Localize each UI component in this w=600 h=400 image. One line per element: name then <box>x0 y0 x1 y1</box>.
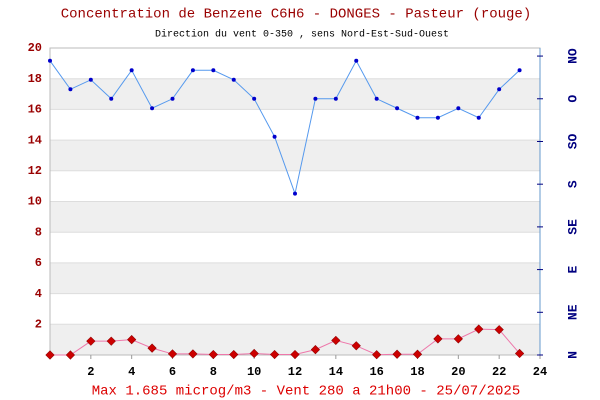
point <box>310 345 321 355</box>
point <box>231 77 236 82</box>
chart-title: Concentration de Benzene C6H6 - DONGES -… <box>61 7 531 23</box>
point <box>68 87 73 92</box>
x-tick-label: 10 <box>247 365 261 379</box>
point <box>88 77 93 82</box>
point <box>269 349 280 360</box>
point <box>517 68 522 73</box>
y-tick-label: 18 <box>28 72 42 86</box>
point <box>497 87 502 92</box>
point <box>147 343 157 353</box>
point <box>453 334 463 344</box>
x-tick-label: 8 <box>210 365 217 379</box>
point <box>456 106 461 111</box>
y2-tick-label: NO <box>565 48 580 64</box>
point <box>252 96 257 101</box>
grid-band <box>50 201 540 233</box>
point <box>514 348 525 359</box>
y-tick-label: 6 <box>35 256 42 270</box>
point <box>412 349 423 359</box>
point <box>188 349 198 359</box>
point <box>290 349 300 360</box>
point <box>331 335 341 346</box>
y-tick-label: 4 <box>35 287 42 301</box>
x-tick-label: 22 <box>492 365 506 379</box>
y-tick-label: 12 <box>28 164 42 178</box>
chart-footer: Max 1.685 microg/m3 - Vent 280 a 21h00 -… <box>92 384 520 400</box>
point <box>208 349 218 360</box>
x-tick-label: 16 <box>369 365 383 379</box>
x-tick-label: 4 <box>128 365 135 379</box>
y-tick-label: 20 <box>28 41 42 55</box>
point <box>372 350 382 360</box>
point <box>65 350 76 360</box>
point <box>150 106 155 111</box>
y2-tick-label: SO <box>565 133 580 149</box>
point <box>354 58 359 63</box>
x-tick-label: 6 <box>169 365 176 379</box>
point <box>229 349 239 360</box>
y-tick-label: 8 <box>35 225 42 239</box>
y2-tick-label: S <box>565 180 580 188</box>
point <box>48 58 52 63</box>
point <box>374 96 379 101</box>
point <box>313 96 318 101</box>
x-tick-label: 24 <box>533 365 547 379</box>
x-tick-label: 18 <box>410 365 424 379</box>
y2-tick-label: SE <box>565 219 580 235</box>
point <box>129 68 134 73</box>
point <box>395 106 400 111</box>
x-tick-label: 14 <box>329 365 343 379</box>
y-tick-label: 2 <box>35 317 42 331</box>
grid-band <box>50 140 540 171</box>
point <box>86 336 96 346</box>
y2-tick-label: N <box>565 351 580 359</box>
point <box>476 115 481 120</box>
point <box>109 96 114 101</box>
point <box>433 334 443 344</box>
series-line <box>49 59 520 196</box>
x-tick-label: 12 <box>288 365 302 379</box>
point <box>190 68 195 73</box>
point <box>392 349 402 359</box>
point <box>494 325 504 335</box>
y2-tick-label: E <box>565 265 580 273</box>
point <box>351 341 361 351</box>
x-tick-label: 2 <box>87 365 94 379</box>
point <box>106 336 116 346</box>
point <box>249 348 259 359</box>
point <box>127 335 137 345</box>
grid-band <box>50 262 540 294</box>
point <box>293 191 297 196</box>
point <box>415 115 420 120</box>
point <box>272 134 277 139</box>
point <box>211 68 216 73</box>
grid-band <box>50 78 540 110</box>
y-tick-label: 14 <box>28 133 42 147</box>
point <box>45 350 55 360</box>
y-tick-label: 16 <box>28 103 42 117</box>
x-tick-label: 20 <box>451 365 465 379</box>
y2-tick-label: O <box>565 95 580 103</box>
y2-tick-label: NE <box>565 304 580 320</box>
point <box>170 96 175 101</box>
point <box>167 349 178 359</box>
chart-subtitle: Direction du vent 0-350 , sens Nord-Est-… <box>155 29 449 41</box>
point <box>474 324 484 334</box>
y-tick-label: 10 <box>28 195 42 209</box>
point <box>435 115 440 120</box>
point <box>333 96 338 101</box>
